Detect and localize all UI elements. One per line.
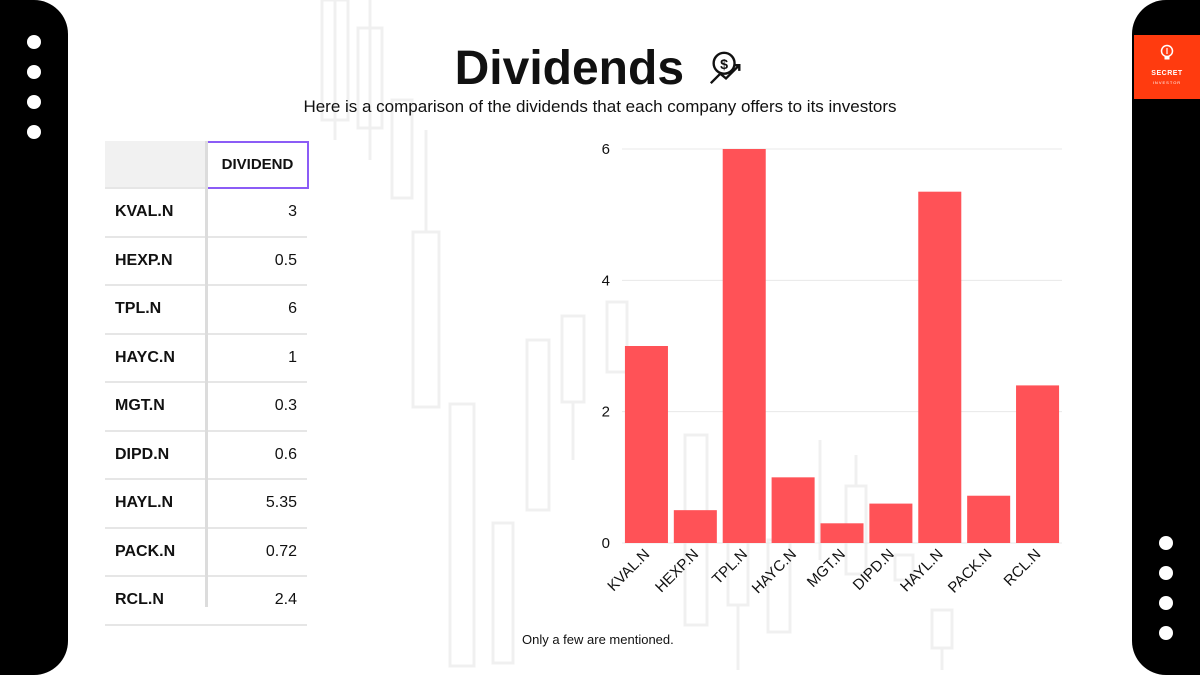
dividend-cell: 0.3 bbox=[274, 397, 297, 414]
bar-tpl-n bbox=[722, 149, 766, 543]
y-tick-label: 6 bbox=[602, 141, 610, 158]
x-tick-label: HAYC.N bbox=[749, 546, 800, 597]
ticker-cell: DIPD.N bbox=[115, 445, 170, 463]
right-decorative-bar: SECRET INVESTOR bbox=[1132, 0, 1200, 675]
lightbulb-icon bbox=[1160, 44, 1174, 60]
ticker-cell: PACK.N bbox=[115, 542, 176, 560]
dot bbox=[27, 95, 41, 109]
logo-text: SECRET bbox=[1151, 70, 1183, 77]
x-tick-label: HEXP.N bbox=[652, 546, 702, 596]
y-tick-label: 4 bbox=[602, 272, 610, 289]
x-tick-label: HAYL.N bbox=[897, 546, 947, 596]
x-tick-label: MGT.N bbox=[804, 546, 849, 591]
bar-dipd-n bbox=[869, 503, 913, 543]
page-title-text: Dividends bbox=[454, 41, 685, 95]
dividend-cell: 6 bbox=[288, 300, 297, 317]
dividend-cell: 1 bbox=[288, 348, 297, 366]
secret-investor-logo: SECRET INVESTOR bbox=[1134, 35, 1200, 99]
footnote: Only a few are mentioned. bbox=[522, 632, 674, 647]
bar-hayl-n bbox=[918, 191, 962, 543]
dot bbox=[27, 35, 41, 49]
y-tick-label: 2 bbox=[602, 404, 610, 421]
ticker-cell: HAYC.N bbox=[115, 348, 175, 366]
ticker-cell: KVAL.N bbox=[115, 203, 174, 220]
dividend-cell: 3 bbox=[288, 203, 297, 220]
dividend-cell: 5.35 bbox=[265, 494, 297, 511]
dividend-cell: 0.6 bbox=[274, 445, 297, 463]
ticker-cell: MGT.N bbox=[115, 397, 165, 414]
bar-mgt-n bbox=[820, 523, 864, 543]
logo-subtext: INVESTOR bbox=[1152, 80, 1182, 85]
dividend-column-header[interactable]: DIVIDEND bbox=[206, 141, 309, 189]
bar-hayc-n bbox=[771, 477, 815, 543]
page-subtitle: Here is a comparison of the dividends th… bbox=[303, 97, 897, 116]
ticker-cell: TPL.N bbox=[115, 300, 162, 317]
bar-rcl-n bbox=[1016, 385, 1060, 543]
bar-pack-n bbox=[967, 495, 1011, 543]
x-tick-label: DIPD.N bbox=[850, 546, 898, 594]
page-title: Dividends $ bbox=[0, 38, 1200, 96]
x-tick-label: RCL.N bbox=[1001, 546, 1045, 590]
ticker-cell: HAYL.N bbox=[115, 494, 174, 511]
left-decorative-bar bbox=[0, 0, 68, 675]
table-column-divider bbox=[205, 141, 208, 607]
y-tick-label: 0 bbox=[602, 535, 610, 552]
dividend-cell: 0.5 bbox=[274, 251, 297, 269]
svg-text:$: $ bbox=[720, 57, 728, 73]
dot bbox=[1159, 626, 1173, 640]
ticker-cell: RCL.N bbox=[115, 591, 164, 608]
dot bbox=[1159, 566, 1173, 580]
x-tick-label: PACK.N bbox=[945, 546, 996, 597]
dot bbox=[1159, 596, 1173, 610]
dot bbox=[1159, 536, 1173, 550]
dollar-growth-icon: $ bbox=[710, 51, 741, 85]
dividend-cell: 0.72 bbox=[265, 542, 297, 560]
dot bbox=[27, 65, 41, 79]
ticker-cell: HEXP.N bbox=[115, 251, 173, 269]
x-tick-label: TPL.N bbox=[709, 546, 751, 588]
bar-hexp-n bbox=[673, 510, 717, 543]
dividend-cell: 2.4 bbox=[274, 591, 297, 608]
dot bbox=[27, 125, 41, 139]
x-tick-label: KVAL.N bbox=[604, 546, 653, 595]
bar-kval-n bbox=[624, 346, 668, 543]
